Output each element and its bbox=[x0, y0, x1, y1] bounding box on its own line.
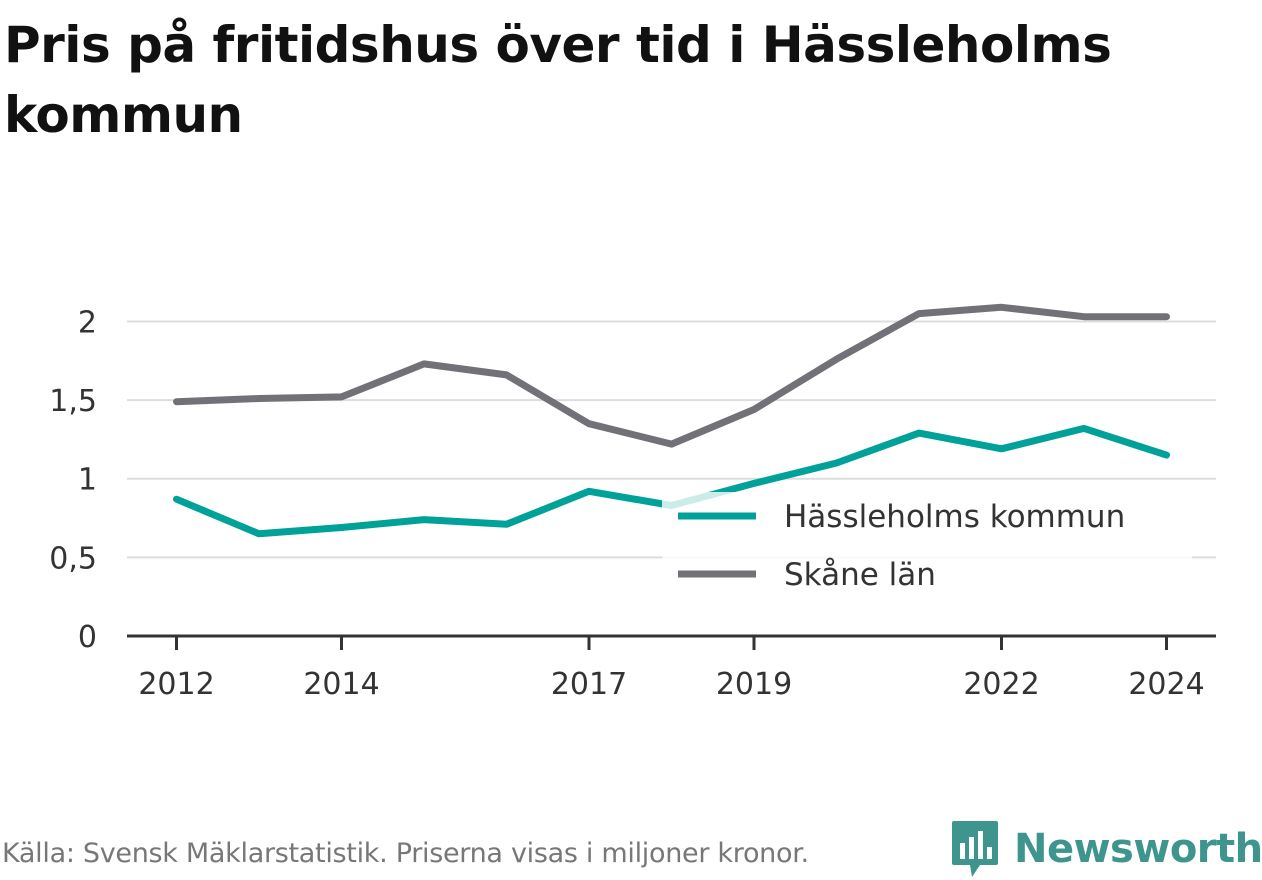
x-tick-label: 2017 bbox=[551, 667, 627, 702]
y-tick-label: 0,5 bbox=[49, 541, 97, 576]
x-tick-label: 2012 bbox=[138, 667, 214, 702]
chart-title: Pris på fritidshus över tid i Hässleholm… bbox=[4, 16, 1112, 144]
y-tick-label: 0 bbox=[78, 620, 97, 655]
brand-name: Newsworthy bbox=[1014, 826, 1262, 872]
x-tick-label: 2019 bbox=[716, 667, 792, 702]
y-tick-label: 1 bbox=[78, 463, 97, 498]
x-tick-label: 2022 bbox=[963, 667, 1039, 702]
x-tick-label: 2014 bbox=[303, 667, 379, 702]
y-tick-label: 2 bbox=[78, 305, 97, 340]
source-note: Källa: Svensk Mäklarstatistik. Priserna … bbox=[2, 838, 809, 869]
legend-label: Skåne län bbox=[784, 557, 936, 593]
legend-background bbox=[662, 492, 1192, 608]
brand-logo: Newsworthy bbox=[950, 818, 1262, 880]
series-line bbox=[173, 303, 1170, 448]
newsworthy-logo-icon bbox=[952, 821, 998, 877]
y-tick-label: 1,5 bbox=[49, 384, 97, 419]
line-chart: 0 0,5 1 1,5 2 2012 2014 2017 2019 2022 2024 Hässl… bbox=[49, 303, 1216, 702]
x-tick-label: 2024 bbox=[1128, 667, 1204, 702]
legend-label: Hässleholms kommun bbox=[784, 499, 1125, 535]
